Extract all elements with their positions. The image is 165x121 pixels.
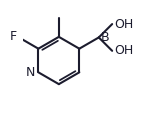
Text: OH: OH [114,18,133,31]
Text: N: N [25,66,35,79]
Text: F: F [10,30,17,43]
Text: B: B [101,31,110,44]
Text: OH: OH [114,44,133,57]
